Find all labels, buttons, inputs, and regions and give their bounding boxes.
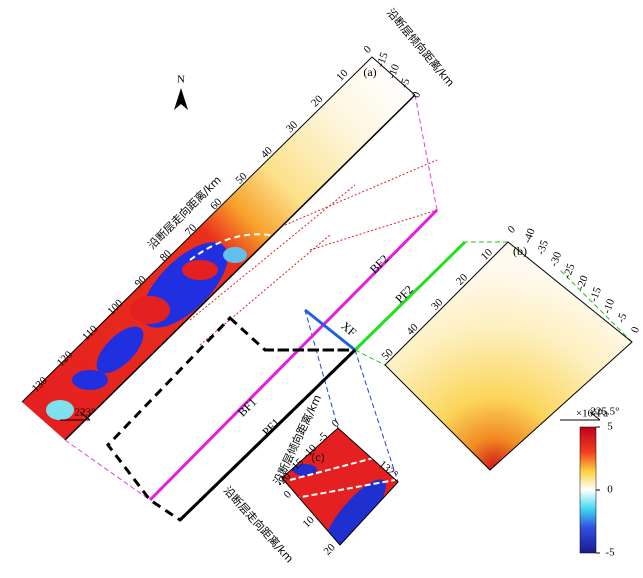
fault-label: BF1 — [235, 395, 260, 420]
panel-label: (a) — [363, 65, 376, 79]
colorbar-unit: ×10⁵Pa — [576, 408, 608, 420]
colorbar-tick-label: 5 — [607, 421, 613, 433]
stress-blobs — [46, 233, 271, 420]
tick-label: 20 — [322, 541, 339, 558]
stress-field — [384, 241, 633, 471]
tick-label: -10 — [601, 297, 617, 315]
tick-label: -15 — [374, 50, 390, 68]
stress-field — [282, 428, 398, 545]
colorbar-tick-label: -5 — [605, 547, 615, 559]
fault-label: PF1 — [259, 415, 283, 439]
tick-label: -35 — [535, 238, 551, 256]
tick-label: -25 — [561, 262, 577, 280]
tick-label: -40 — [521, 226, 537, 244]
panel-label: (c) — [311, 450, 324, 464]
tick-label: 0 — [629, 325, 642, 335]
north-arrow: N — [174, 74, 188, 110]
tick-label: 0 — [505, 223, 518, 236]
tick-label: -5 — [398, 76, 413, 89]
strike-angle: 223° — [75, 407, 96, 419]
north-label: N — [177, 74, 185, 86]
colorbar-tick-label: 0 — [607, 484, 613, 496]
tick-label: 0 — [361, 43, 374, 56]
connectors — [64, 94, 633, 501]
panel-c: (c) 132° 沿断层倾向距离/km 沿断层走向距离/km — [221, 392, 400, 565]
strike-angle: 225.5° — [590, 406, 619, 418]
fault-label: BF2 — [367, 252, 392, 277]
tick-label: -10 — [386, 62, 402, 80]
panel-b: (b) 225.5° — [384, 241, 633, 471]
tick-label: -30 — [548, 250, 564, 268]
panel-label: (b) — [513, 244, 527, 258]
tick-label: -5 — [615, 311, 630, 324]
tick-label: 0 — [410, 90, 423, 100]
colorbar: ×10⁵Pa — [576, 408, 608, 554]
fault-label: PF2 — [392, 282, 416, 306]
tick-label: -15 — [588, 285, 604, 303]
tick-label: -20 — [574, 273, 590, 291]
fault-label: XF — [338, 319, 359, 340]
